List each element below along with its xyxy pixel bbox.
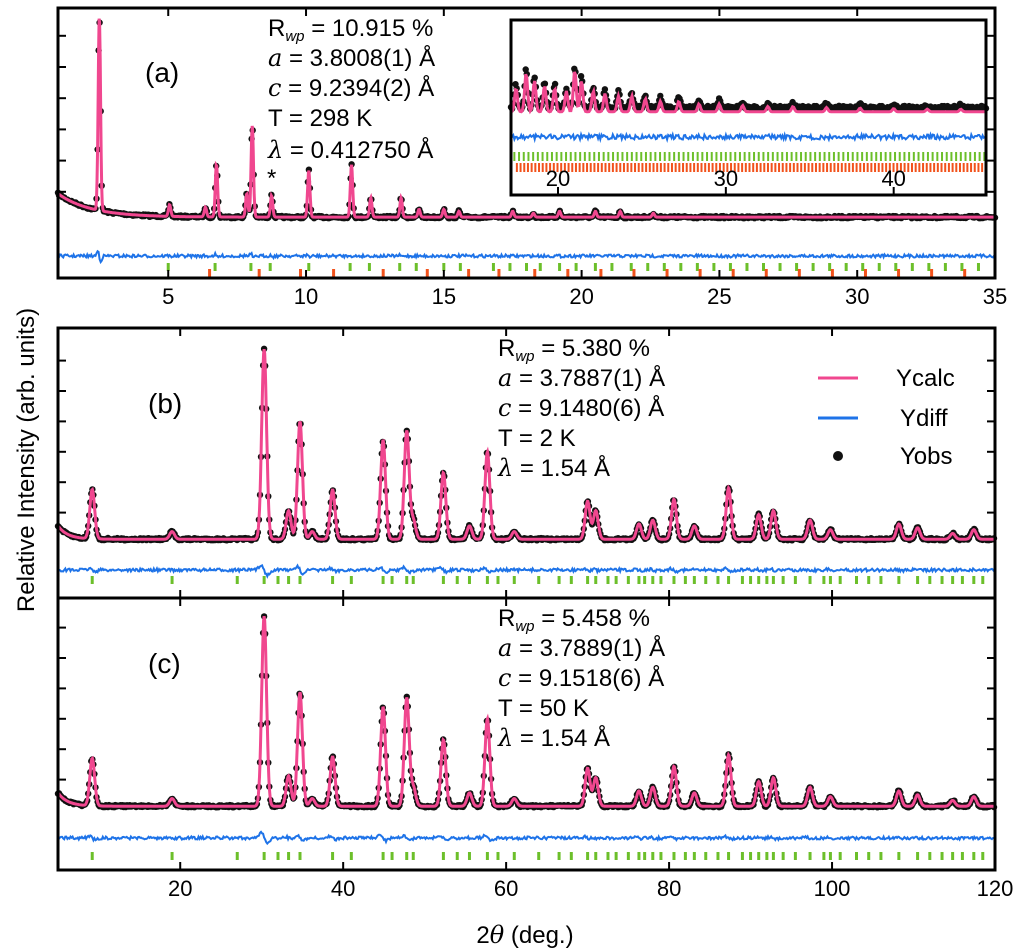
panel-b: (b) Rwp = 5.380 % a = 3.7887(1) Å c = 9.… xyxy=(54,326,998,600)
panel-c-rwp: Rwp = 5.458 % xyxy=(498,605,650,635)
legend: Ycalc Ydiff Yobs xyxy=(818,365,955,470)
panel-b-annotations: Rwp = 5.380 % a = 3.7887(1) Å c = 9.1480… xyxy=(497,335,665,482)
inset-x-tick-label: 40 xyxy=(881,166,905,191)
inset-yobs-point xyxy=(541,80,549,87)
ydiff-line xyxy=(57,249,996,265)
x-tick-label: 15 xyxy=(432,284,456,309)
inset-plot-area xyxy=(507,65,990,172)
inset-yobs-point xyxy=(601,86,609,93)
panel-a-lattice-a: a = 3.8008(1) Å xyxy=(268,44,435,72)
inset-yobs-point xyxy=(642,92,649,100)
x-tick-label: 60 xyxy=(494,876,518,901)
x-tick-label: 80 xyxy=(657,876,681,901)
ydiff-line xyxy=(57,563,995,579)
inset-yobs-point xyxy=(551,80,559,88)
panel-c: 20 40 60 80 100 120 (c) Rwp = 5.458 % a = 3.7… xyxy=(54,596,1014,901)
ycalc-line xyxy=(56,348,995,541)
x-tick-label: 40 xyxy=(331,876,355,901)
panel-b-plot-area xyxy=(54,345,998,584)
panel-a-label: (a) xyxy=(145,57,179,88)
legend-ycalc-label: Ycalc xyxy=(896,365,955,392)
panel-a-temperature: T = 298 K xyxy=(268,105,372,132)
inset-x-tick-label: 30 xyxy=(714,166,738,191)
ydiff-line xyxy=(57,830,995,846)
impurity-asterisk: * xyxy=(267,165,276,192)
legend-yobs-swatch xyxy=(833,451,843,461)
inset-x-ticks: 20 30 40 xyxy=(546,166,906,195)
panel-c-lattice-c: c = 9.1518(6) Å xyxy=(498,664,664,692)
x-tick-label: 25 xyxy=(707,284,731,309)
panel-b-temperature: T = 2 K xyxy=(498,425,576,452)
panel-a-frame xyxy=(56,6,997,280)
x-tick-label: 100 xyxy=(814,876,851,901)
x-tick-label: 30 xyxy=(845,284,869,309)
ycalc-line xyxy=(57,18,995,219)
inset-yobs-point xyxy=(531,74,538,81)
panel-c-lattice-a: a = 3.7889(1) Å xyxy=(498,634,665,662)
x-tick-label: 20 xyxy=(168,876,192,901)
panel-b-lattice-c: c = 9.1480(6) Å xyxy=(498,394,664,422)
x-tick-label: 120 xyxy=(977,876,1014,901)
inset-x-tick-label: 20 xyxy=(546,166,570,191)
x-tick-label: 35 xyxy=(983,284,1007,309)
panel-b-lattice-a: a = 3.7887(1) Å xyxy=(498,364,665,392)
panel-b-wavelength: λ = 1.54 Å xyxy=(497,454,610,482)
x-axis-label: 2θ (deg.) xyxy=(476,921,573,949)
y-axis-label: Relative Intensity (arb. units) xyxy=(13,308,40,612)
inset-ydiff-line xyxy=(510,130,987,144)
panel-c-annotations: Rwp = 5.458 % a = 3.7889(1) Å c = 9.1518… xyxy=(497,605,665,752)
inset-ycalc-line xyxy=(510,71,986,115)
panel-c-temperature: T = 50 K xyxy=(498,695,589,722)
panel-c-label: (c) xyxy=(148,648,181,679)
panel-a-inset: 20 30 40 xyxy=(507,18,990,197)
inset-yobs-point xyxy=(577,73,585,80)
legend-ydiff-label: Ydiff xyxy=(900,405,948,432)
legend-yobs-label: Yobs xyxy=(900,443,953,470)
panel-a-plot-area xyxy=(54,18,999,277)
panel-a: 5 10 15 20 25 30 35 (a) Rwp = 10.915 % a = 3.8… xyxy=(54,6,1007,309)
inset-frame xyxy=(509,18,988,197)
panel-a-lattice-c: c = 9.2394(2) Å xyxy=(268,74,434,102)
x-tick-label: 10 xyxy=(294,284,318,309)
panel-c-plot-area xyxy=(54,613,998,860)
panel-b-label: (b) xyxy=(148,388,182,419)
panel-a-wavelength: λ = 0.412750 Å xyxy=(267,136,433,164)
panel-a-rwp: Rwp = 10.915 % xyxy=(268,15,433,45)
x-tick-label: 20 xyxy=(569,284,593,309)
panel-b-rwp: Rwp = 5.380 % xyxy=(498,335,650,365)
x-tick-label: 5 xyxy=(162,284,174,309)
panel-c-wavelength: λ = 1.54 Å xyxy=(497,724,610,752)
